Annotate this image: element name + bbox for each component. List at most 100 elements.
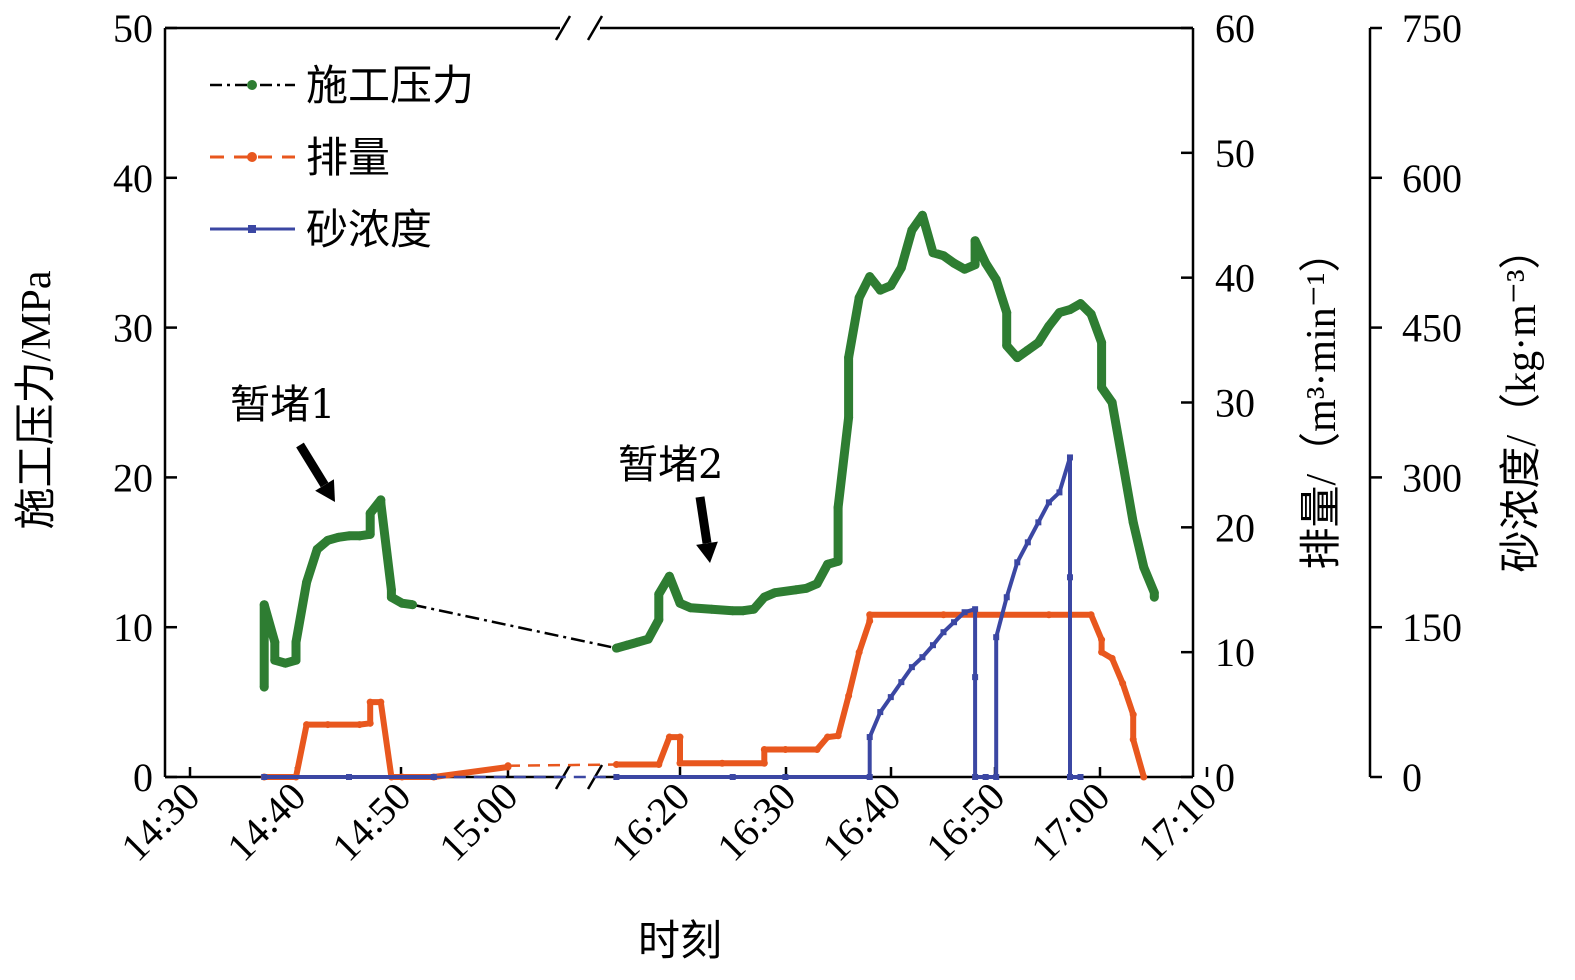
annotation-arrow-head — [315, 479, 335, 502]
series-point — [823, 559, 833, 569]
series-3 — [261, 454, 1084, 780]
series-point — [612, 761, 620, 769]
series-point — [865, 272, 875, 282]
series-point — [866, 774, 873, 780]
series-point — [633, 637, 643, 647]
x-tick-label: 14:40 — [218, 774, 314, 870]
legend-item-3: 砂浓度 — [210, 205, 432, 254]
y-right1-tick-label: 0 — [1215, 755, 1235, 800]
series-point — [613, 774, 620, 780]
series-point — [1129, 736, 1137, 744]
y-right2-tick-label: 750 — [1402, 6, 1462, 51]
x-tick-label: 14:30 — [112, 774, 208, 870]
y-right2-tick-label: 300 — [1402, 455, 1462, 500]
series-point — [1140, 773, 1148, 781]
legend-marker — [248, 225, 256, 233]
series-point — [261, 774, 268, 780]
series-point — [686, 603, 696, 613]
x-tick-label: 17:10 — [1129, 774, 1225, 870]
series-layer — [259, 210, 1159, 781]
series-point — [982, 774, 989, 780]
series-point — [270, 655, 280, 665]
series-break-connector — [507, 763, 617, 768]
legend-label: 砂浓度 — [306, 205, 432, 254]
y-right2-tick-label: 600 — [1402, 156, 1462, 201]
series-point — [844, 353, 854, 363]
series-point — [782, 774, 789, 780]
series-line — [264, 699, 511, 780]
series-point — [355, 531, 365, 541]
series-point — [397, 598, 407, 608]
axis-break-mark — [586, 15, 604, 41]
left-axis: 0 10 20 30 40 50 — [113, 6, 177, 800]
series-point — [760, 759, 768, 767]
series-point — [1076, 299, 1086, 309]
series-point — [907, 225, 917, 235]
series-point — [356, 721, 364, 729]
series-point — [887, 694, 894, 701]
series-point — [611, 643, 621, 653]
series-point — [833, 556, 843, 566]
series-point — [898, 679, 905, 686]
series-point — [346, 774, 352, 780]
series-point — [759, 592, 769, 602]
series-point — [622, 640, 632, 650]
series-point — [970, 260, 980, 270]
series-point — [940, 629, 947, 636]
series-point — [1066, 574, 1073, 581]
series-point — [729, 774, 736, 780]
series-point — [813, 746, 821, 754]
series-point — [664, 571, 674, 581]
series-point — [676, 733, 684, 741]
y-left-tick-label: 50 — [113, 6, 153, 51]
series-point — [1003, 594, 1010, 601]
series-line — [615, 210, 1159, 653]
series-point — [1044, 321, 1054, 331]
y-right2-tick-label: 150 — [1402, 605, 1462, 650]
series-point — [1119, 679, 1127, 687]
y-right1-tick-label: 10 — [1215, 630, 1255, 675]
annotation-2: 暂堵2 — [618, 442, 723, 563]
y-right2-tick-label: 0 — [1402, 755, 1422, 800]
series-point — [760, 746, 768, 754]
series-point — [972, 674, 979, 681]
series-point — [1056, 489, 1063, 496]
annotation-1: 暂堵1 — [230, 382, 335, 502]
series-point — [1002, 341, 1012, 351]
series-point — [844, 412, 854, 422]
series-point — [365, 529, 375, 539]
series-point — [718, 759, 726, 767]
series-point — [866, 611, 874, 619]
y-left-tick-label: 40 — [113, 156, 153, 201]
series-point — [1097, 338, 1107, 348]
series-point — [1139, 562, 1149, 572]
series-point — [365, 508, 375, 518]
x-tick-label: 16:40 — [813, 774, 909, 870]
series-point — [738, 606, 748, 616]
series-point — [949, 258, 959, 268]
series-point — [1128, 517, 1138, 527]
series-point — [928, 248, 938, 258]
series-point — [981, 258, 991, 268]
series-point — [1002, 308, 1012, 318]
series-point — [1035, 519, 1042, 526]
series-point — [1065, 305, 1075, 315]
series-point — [654, 589, 664, 599]
series-point — [728, 606, 738, 616]
annotation-arrow-shaft — [695, 496, 712, 544]
legend-marker — [247, 152, 257, 162]
series-point — [1097, 383, 1107, 393]
series-point — [1098, 636, 1106, 644]
annotation-arrow-head — [696, 541, 718, 563]
series-point — [1066, 774, 1073, 780]
series-point — [1108, 654, 1116, 662]
series-point — [312, 544, 322, 554]
series-point — [939, 251, 948, 261]
series-point — [972, 774, 979, 780]
series-point — [875, 285, 885, 295]
series-point — [259, 682, 269, 692]
series-point — [866, 617, 874, 625]
series-point — [991, 275, 1001, 285]
series-point — [430, 774, 437, 780]
